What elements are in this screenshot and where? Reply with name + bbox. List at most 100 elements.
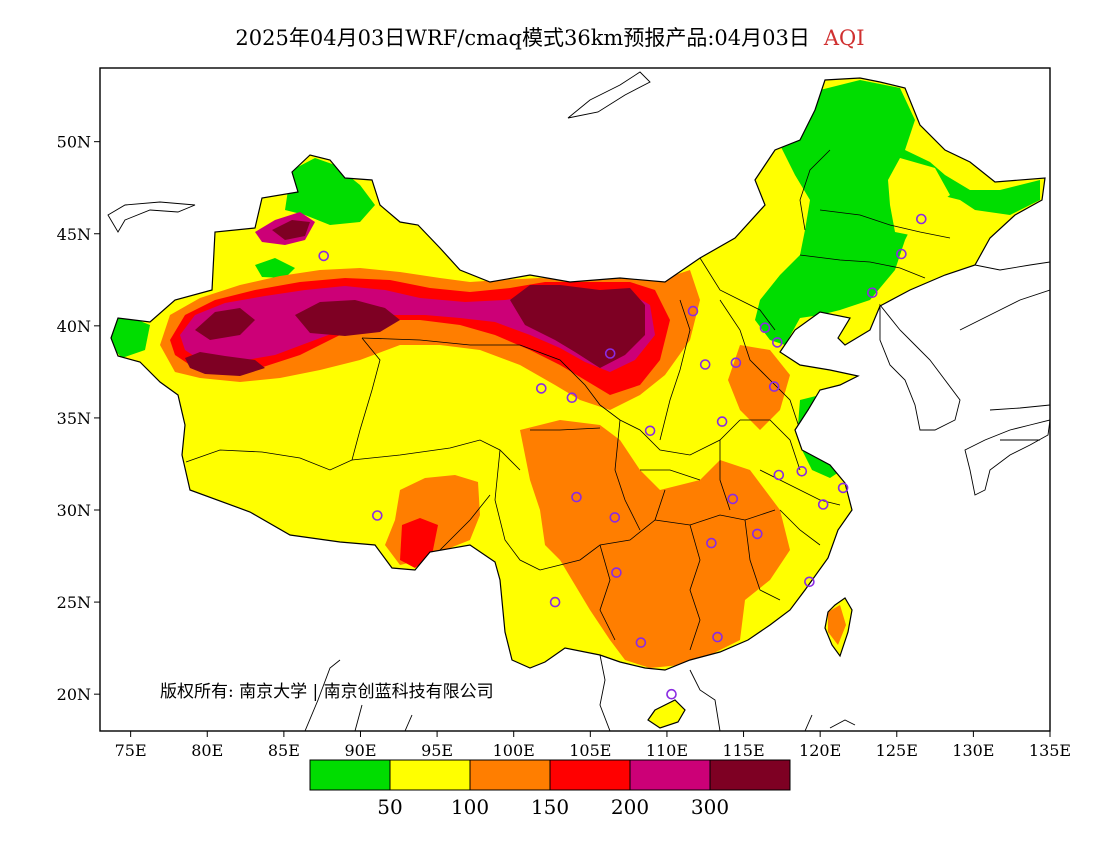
boundary-line: [744, 519, 781, 601]
station-marker: [666, 688, 677, 700]
lon-tick-label: 130E: [952, 741, 994, 760]
lon-tick-label: 115E: [722, 741, 764, 760]
lat-tick-label: 45N: [57, 225, 91, 244]
aqi-band-xinjiang-darkred: [272, 220, 310, 240]
station-marker: [804, 576, 815, 588]
aqi-band-southwest-red: [400, 518, 438, 568]
station-marker: [706, 537, 717, 549]
boundary-line: [439, 494, 491, 551]
map-frame: [99, 67, 1051, 732]
aqi-legend: 50 100 150 200 300: [309, 759, 791, 819]
boundary-line: [539, 489, 666, 571]
boundary-line: [530, 427, 601, 431]
legend-swatch: [309, 759, 391, 791]
map-title-text: 2025年04月03日WRF/cmaq模式36km预报产品:04月03日: [235, 26, 810, 50]
boundary-line: [640, 469, 701, 481]
coastline: [689, 669, 721, 731]
station-marker: [371, 510, 383, 521]
boundary-line: [689, 524, 701, 651]
station-marker: [611, 567, 622, 578]
station-marker: [817, 499, 829, 510]
station-marker: [730, 357, 742, 369]
lon-tick-label: 105E: [569, 741, 611, 760]
coastline: [304, 659, 341, 731]
station-marker: [915, 213, 927, 225]
station-marker: [896, 248, 907, 260]
coastline: [354, 704, 363, 731]
boundary-line: [699, 257, 776, 331]
station-marker: [751, 528, 763, 540]
copyright-notice: 版权所有: 南京大学 | 南京创蓝科技有限公司: [160, 682, 494, 702]
boundary-line: [819, 209, 951, 239]
coastline: [107, 201, 196, 233]
station-marker: [687, 305, 699, 317]
legend-label: 150: [531, 795, 569, 819]
boundary-line: [361, 337, 601, 406]
coastline: [959, 289, 1050, 331]
aqi-band-tarim-darkred-2: [195, 308, 255, 340]
station-markers: [318, 213, 927, 700]
lat-tick-label: 30N: [57, 501, 91, 520]
legend-label: 300: [691, 795, 729, 819]
lon-tick-label: 110E: [646, 741, 688, 760]
station-marker: [768, 381, 780, 392]
map-title: 2025年04月03日WRF/cmaq模式36km预报产品:04月03日 AQI: [0, 22, 1100, 52]
boundary-line: [659, 299, 691, 441]
legend-label: 100: [451, 795, 489, 819]
legend-swatch: [549, 759, 631, 791]
aqi-band-northeast-yellow-inset: [888, 158, 950, 235]
boundary-line: [799, 254, 926, 279]
station-marker: [566, 392, 578, 404]
boundary-line: [799, 149, 831, 231]
boundary-line: [654, 509, 776, 526]
lon-tick-label: 90E: [344, 741, 376, 760]
map-product-label: AQI: [823, 26, 865, 50]
lon-tick-label: 135E: [1029, 741, 1071, 760]
station-marker: [773, 469, 785, 481]
lon-tick-label: 120E: [799, 741, 841, 760]
station-marker: [604, 348, 616, 359]
legend-swatch: [469, 759, 551, 791]
station-marker: [644, 425, 656, 437]
aqi-band-west-green: [111, 315, 150, 358]
coastline: [964, 419, 1050, 496]
station-marker: [699, 359, 711, 370]
coastline: [599, 654, 611, 731]
aqi-band-east-orange: [728, 345, 790, 430]
lat-tick-label: 35N: [57, 409, 91, 428]
boundary-line: [779, 509, 821, 546]
aqi-band-xinjiang-green: [285, 158, 375, 225]
aqi-band-central-orange: [520, 420, 790, 668]
station-marker: [771, 337, 783, 348]
lon-tick-label: 100E: [493, 741, 535, 760]
aqi-band-tarim-darkred-1: [295, 300, 400, 336]
station-marker: [837, 482, 849, 494]
station-marker: [712, 631, 723, 643]
lat-tick-label: 40N: [57, 317, 91, 336]
neighbor-coastlines: [107, 71, 1050, 731]
boundary-line: [719, 440, 731, 511]
boundary-line: [614, 419, 641, 531]
province-boundaries: [185, 149, 951, 651]
boundary-line: [740, 419, 801, 471]
station-marker: [549, 596, 561, 608]
station-marker: [318, 250, 330, 262]
lon-tick-label: 85E: [268, 741, 300, 760]
legend-label: 200: [611, 795, 649, 819]
station-marker: [727, 493, 739, 505]
station-marker: [759, 322, 771, 334]
lon-tick-label: 75E: [115, 741, 147, 760]
boundary-line: [494, 449, 541, 571]
lon-tick-label: 80E: [191, 741, 223, 760]
lon-tick-label: 125E: [876, 741, 918, 760]
boundary-line: [719, 299, 801, 431]
station-marker: [716, 416, 728, 427]
lon-tick-label: 95E: [421, 741, 453, 760]
latitude-axis: 20N 25N 30N 35N 40N 45N 50N: [57, 133, 100, 704]
coastline: [829, 719, 856, 729]
coastline: [804, 714, 813, 731]
aqi-band-tarim-darkred-3: [185, 352, 265, 376]
aqi-band-north-darkred: [510, 285, 645, 368]
boundary-line: [351, 439, 521, 471]
